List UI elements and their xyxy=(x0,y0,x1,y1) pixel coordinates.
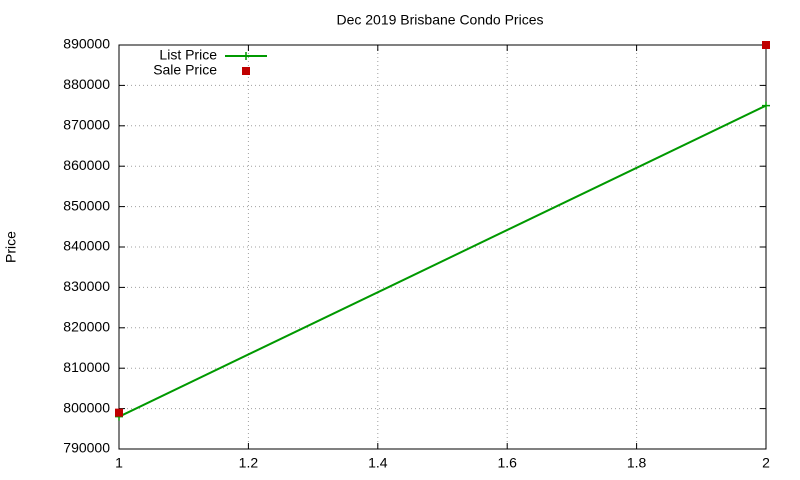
x-tick-label: 1.4 xyxy=(368,455,388,471)
y-tick-label: 830000 xyxy=(63,278,110,294)
y-tick-label: 850000 xyxy=(63,197,110,213)
y-tick-label: 800000 xyxy=(63,399,110,415)
point xyxy=(762,41,770,49)
y-tick-label: 880000 xyxy=(63,76,110,92)
plot-frame xyxy=(118,44,767,450)
x-tick-label: 1 xyxy=(115,455,123,471)
y-tick-label: 860000 xyxy=(63,157,110,173)
legend-marker xyxy=(242,52,250,60)
y-tick-label: 810000 xyxy=(63,359,110,375)
chart-title: Dec 2019 Brisbane Condo Prices xyxy=(336,12,543,28)
point xyxy=(762,101,770,110)
point xyxy=(115,408,123,417)
legend-label: List Price xyxy=(159,47,217,63)
legend-label: Sale Price xyxy=(153,62,217,78)
line xyxy=(118,104,767,418)
y-tick-label: 840000 xyxy=(63,238,110,254)
x-tick-label: 2 xyxy=(762,455,770,471)
x-tick-label: 1.6 xyxy=(497,455,517,471)
x-tick-label: 1.8 xyxy=(627,455,647,471)
y-tick-label: 820000 xyxy=(63,319,110,335)
y-tick-label: 890000 xyxy=(63,36,110,52)
y-tick-label: 790000 xyxy=(63,440,110,456)
y-axis-label: Price xyxy=(3,231,19,263)
y-tick-label: 870000 xyxy=(63,117,110,133)
legend-marker xyxy=(242,67,250,75)
x-tick-label: 1.2 xyxy=(239,455,259,471)
